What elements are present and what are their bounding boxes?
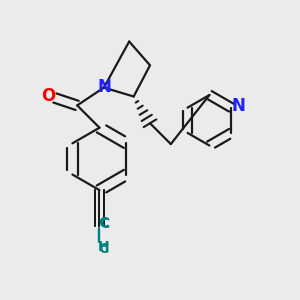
Text: C: C xyxy=(99,217,109,231)
Text: N: N xyxy=(97,78,111,96)
Text: H: H xyxy=(98,240,109,254)
Text: C: C xyxy=(98,216,109,230)
Text: O: O xyxy=(41,87,56,105)
Text: N: N xyxy=(232,97,246,115)
Text: C: C xyxy=(98,242,109,256)
